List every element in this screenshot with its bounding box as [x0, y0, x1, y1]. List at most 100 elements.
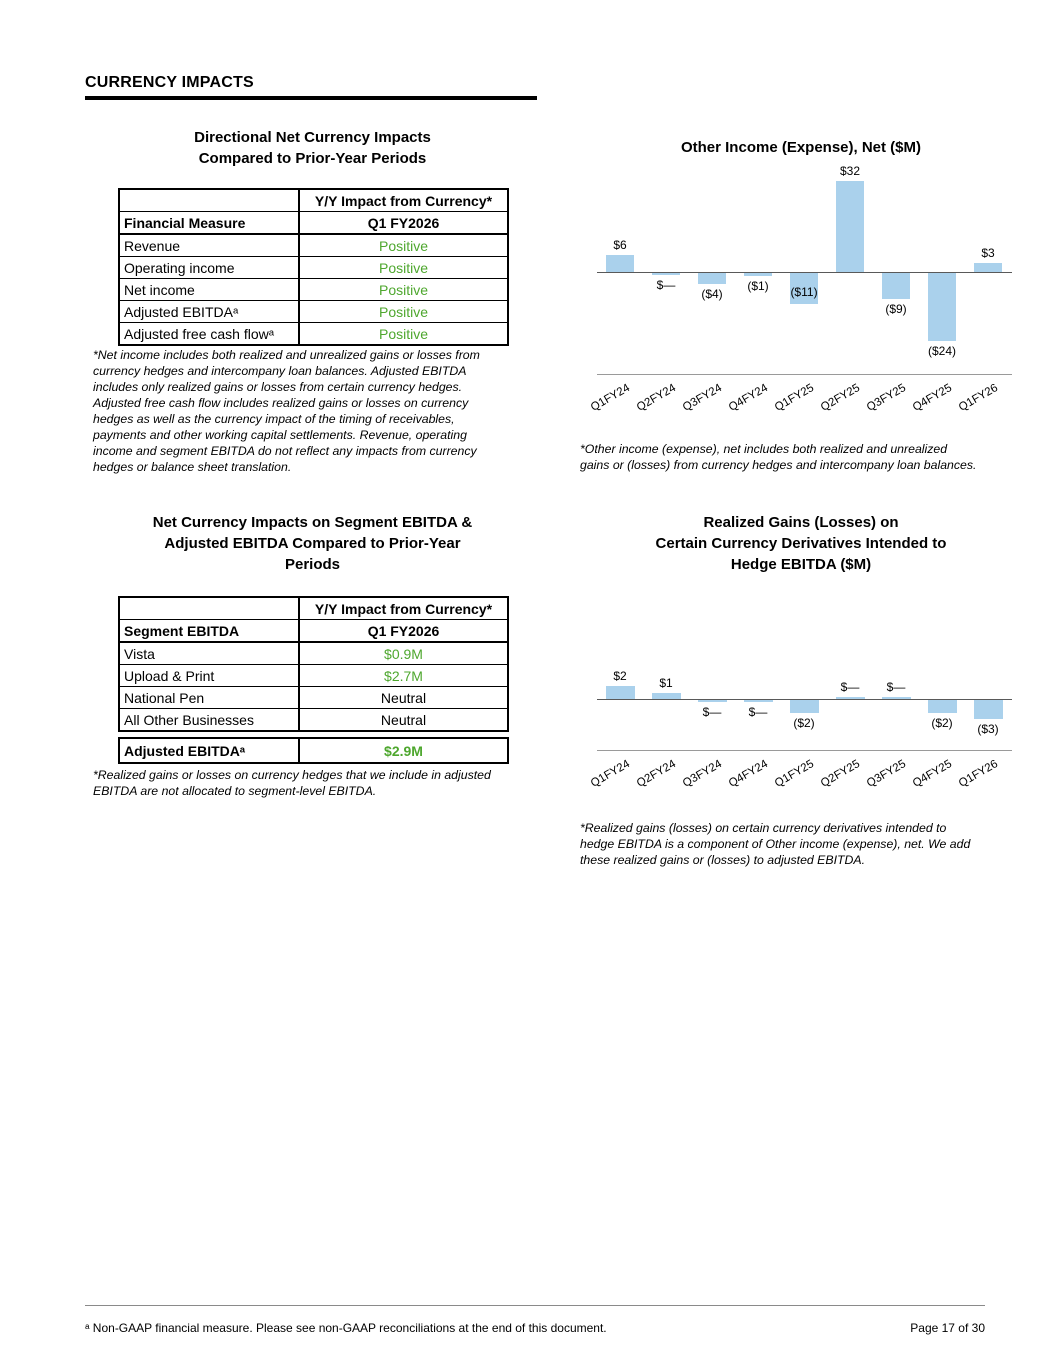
other-income-chart: $6 Q1FY24 $— Q2FY24 ($4) Q3FY24 ($1) Q4FY24 ($11…	[575, 160, 1027, 470]
table-row: Adjusted EBITDAᵃ Positive	[118, 300, 509, 323]
chart1-title: Other Income (Expense), Net ($M)	[680, 139, 922, 156]
footer-page-number: Page 17 of 30	[910, 1321, 985, 1335]
header-rule	[85, 96, 537, 100]
bar-Q1FY24	[605, 686, 635, 699]
bar-value-label: ($2)	[793, 715, 815, 730]
bar-Q4FY24	[744, 273, 772, 276]
table-row: Y/Y Impact from Currency*	[118, 596, 509, 620]
zero-axis-line	[597, 699, 1012, 700]
table-row: Adjusted free cash flowᵃ Positive	[118, 322, 509, 346]
bar-value-label: $—	[702, 705, 722, 719]
bar-Q3FY25	[882, 273, 910, 299]
bar-value-label: $—	[886, 680, 906, 694]
bar-value-label: ($24)	[927, 344, 956, 359]
x-tick-label: Q1FY26	[956, 382, 1000, 414]
table-row: Adjusted EBITDAᵃ $2.9M	[118, 737, 509, 764]
row-label: Net income	[118, 278, 300, 301]
row-value: $2.7M	[298, 664, 509, 687]
row-value: Q1 FY2026	[298, 211, 509, 235]
bar-Q1FY26	[974, 263, 1002, 272]
row-label: Segment EBITDA	[118, 619, 300, 643]
bar-Q2FY25	[835, 697, 865, 699]
chart1-footnote: *Other income (expense), net includes bo…	[580, 442, 977, 472]
bar-Q2FY24	[652, 273, 680, 275]
bar-value-label: ($1)	[747, 278, 769, 293]
financial-measure-table: Y/Y Impact from Currency* Financial Measu…	[118, 188, 509, 346]
row-label	[118, 596, 300, 620]
bar-value-label: $2	[613, 669, 627, 684]
table1-footnote: *Net income includes both realized and u…	[93, 348, 480, 474]
row-value: $2.9M	[298, 737, 509, 764]
row-value: Q1 FY2026	[298, 619, 509, 643]
bar-value-label: $1	[659, 675, 673, 690]
bar-Q2FY25	[836, 180, 864, 272]
row-value: Positive	[298, 300, 509, 323]
table-row: Vista $0.9M	[118, 641, 509, 665]
bar-Q2FY24	[651, 692, 681, 699]
row-value: Positive	[298, 322, 509, 346]
table-row: National Pen Neutral	[118, 686, 509, 709]
bar-Q1FY25	[790, 273, 818, 305]
bar-value-label: $—	[656, 278, 676, 292]
bar-Q3FY24	[698, 273, 726, 285]
realized-gains-chart: $2 Q1FY24 $1 Q2FY24 $— Q3FY24 $— Q4FY24 ($2) Q1FY…	[575, 645, 1027, 825]
bar-value-label: ($9)	[885, 301, 907, 316]
table-row: Upload & Print $2.7M	[118, 664, 509, 687]
bar-value-label: ($3)	[977, 722, 999, 737]
bar-Q3FY24	[697, 700, 727, 702]
table-row: All Other Businesses Neutral	[118, 708, 509, 732]
bar-value-label: $6	[613, 237, 627, 252]
row-label	[118, 188, 300, 212]
row-value: Neutral	[298, 686, 509, 709]
bar-Q1FY25	[789, 700, 819, 713]
bar-Q1FY26	[973, 700, 1003, 720]
bar-Q1FY24	[606, 254, 634, 272]
row-value: Y/Y Impact from Currency*	[298, 596, 509, 620]
bar-Q4FY25	[928, 273, 956, 342]
chart2-footnote: *Realized gains (losses) on certain curr…	[580, 821, 971, 867]
row-label: Operating income	[118, 256, 300, 279]
segment-ebitda-table: Y/Y Impact from Currency* Segment EBITDA Q…	[118, 596, 509, 732]
table1-title: Directional Net Currency Impacts Compare…	[194, 129, 431, 167]
row-value: $0.9M	[298, 641, 509, 665]
chart2-title: Realized Gains (Losses) on Certain Curre…	[655, 514, 947, 573]
x-axis-baseline	[597, 750, 1012, 751]
table2-title: Net Currency Impacts on Segment EBITDA &…	[152, 514, 473, 573]
row-label: Revenue	[118, 233, 300, 257]
row-label: All Other Businesses	[118, 708, 300, 732]
footer-nongaap-note: ᵃ Non-GAAP financial measure. Please see…	[85, 1321, 607, 1335]
bar-value-label: ($11)	[790, 285, 818, 300]
row-label: National Pen	[118, 686, 300, 709]
bar-Q4FY25	[927, 700, 957, 713]
row-value: Neutral	[298, 708, 509, 732]
x-tick-label: Q1FY26	[956, 758, 1000, 790]
row-label: Adjusted EBITDAᵃ	[118, 300, 300, 323]
table-row: Financial Measure Q1 FY2026	[118, 211, 509, 235]
table-row: Net income Positive	[118, 278, 509, 301]
row-label: Adjusted EBITDAᵃ	[118, 737, 300, 764]
row-label: Vista	[118, 641, 300, 665]
page-title: CURRENCY IMPACTS	[85, 74, 254, 91]
bar-value-label: ($4)	[701, 287, 723, 302]
row-label: Adjusted free cash flowᵃ	[118, 322, 300, 346]
bar-Q3FY25	[881, 697, 911, 699]
bar-value-label: $32	[839, 163, 861, 178]
x-axis-baseline	[597, 374, 1012, 375]
table-row: Y/Y Impact from Currency*	[118, 188, 509, 212]
row-label: Financial Measure	[118, 211, 300, 235]
adjusted-ebitda-total-table: Adjusted EBITDAᵃ $2.9M	[118, 737, 509, 764]
row-value: Positive	[298, 278, 509, 301]
table-row: Revenue Positive	[118, 233, 509, 257]
row-label: Upload & Print	[118, 664, 300, 687]
bar-value-label: $3	[981, 246, 995, 261]
row-value: Y/Y Impact from Currency*	[298, 188, 509, 212]
table2-footnote: *Realized gains or losses on currency he…	[93, 768, 491, 798]
bar-value-label: $—	[840, 680, 860, 694]
table-row: Operating income Positive	[118, 256, 509, 279]
bar-value-label: $—	[748, 705, 768, 719]
zero-axis-line	[597, 272, 1012, 273]
row-value: Positive	[298, 233, 509, 257]
row-value: Positive	[298, 256, 509, 279]
bar-value-label: ($2)	[931, 715, 953, 730]
